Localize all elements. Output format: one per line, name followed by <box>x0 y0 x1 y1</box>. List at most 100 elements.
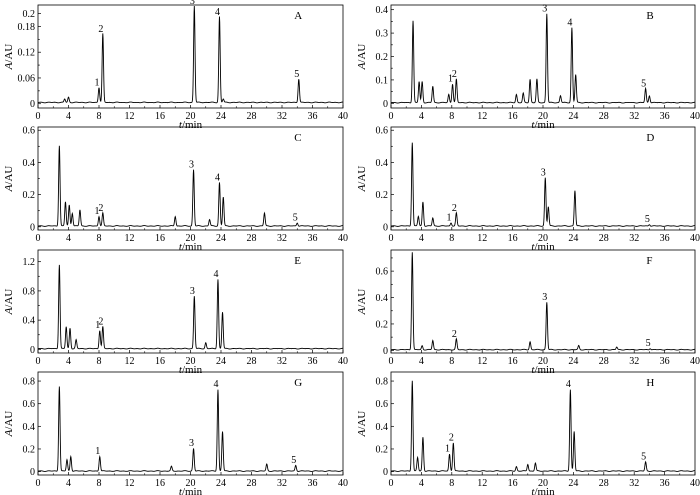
x-tick-label: 24 <box>216 233 226 244</box>
peak-label: 2 <box>452 203 457 214</box>
peak-label: 4 <box>213 379 218 390</box>
y-axis-label: A/AU <box>3 166 15 193</box>
x-tick-label: 12 <box>125 478 135 489</box>
x-tick-label: 40 <box>338 478 348 489</box>
y-tick-label: 0.4 <box>376 422 389 433</box>
x-tick-label: 12 <box>125 111 135 122</box>
x-axis-label: t/min <box>531 119 555 131</box>
x-tick-label: 8 <box>97 478 102 489</box>
x-tick-label: 16 <box>508 356 518 367</box>
x-tick-label: 36 <box>660 356 670 367</box>
x-tick-label: 0 <box>389 111 394 122</box>
peak-label: 1 <box>448 74 453 85</box>
y-tick-label: 0.18 <box>18 22 36 33</box>
y-tick-label: 0 <box>383 99 388 110</box>
x-tick-label: 20 <box>538 478 548 489</box>
x-tick-label: 0 <box>36 356 41 367</box>
y-tick-label: 0.1 <box>376 75 389 86</box>
x-tick-label: 12 <box>125 356 135 367</box>
x-tick-label: 24 <box>216 478 226 489</box>
y-tick-label: 0.2 <box>376 444 389 455</box>
panel-title: D <box>646 132 654 144</box>
y-tick-label: 0 <box>30 345 35 356</box>
y-tick-label: 0.2 <box>376 190 389 201</box>
x-tick-label: 12 <box>477 356 487 367</box>
y-axis-label: A/AU <box>356 289 368 316</box>
x-tick-label: 16 <box>155 478 165 489</box>
chromatogram-trace <box>390 252 695 351</box>
x-tick-label: 28 <box>247 111 257 122</box>
x-tick-label: 28 <box>247 233 257 244</box>
x-tick-label: 20 <box>186 233 196 244</box>
x-tick-label: 8 <box>449 233 454 244</box>
x-tick-label: 16 <box>508 111 518 122</box>
x-tick-label: 24 <box>568 478 578 489</box>
x-tick-label: 24 <box>568 356 578 367</box>
y-axis-label: A/AU <box>3 289 15 316</box>
x-tick-label: 28 <box>247 478 257 489</box>
x-tick-label: 8 <box>97 111 102 122</box>
y-tick-label: 1.2 <box>23 257 36 268</box>
x-tick-label: 36 <box>660 111 670 122</box>
y-axis-label: A/AU <box>356 44 368 71</box>
chromatogram-trace <box>38 5 343 104</box>
x-tick-label: 20 <box>186 356 196 367</box>
y-tick-label: 0.06 <box>18 73 36 84</box>
x-tick-label: 8 <box>449 356 454 367</box>
y-tick-label: 0.4 <box>23 422 36 433</box>
x-tick-label: 12 <box>477 111 487 122</box>
peak-label: 1 <box>447 213 452 224</box>
y-tick-label: 0.2 <box>376 52 389 63</box>
x-tick-label: 24 <box>568 233 578 244</box>
x-tick-label: 32 <box>629 478 639 489</box>
x-tick-label: 32 <box>629 233 639 244</box>
y-tick-label: 0.6 <box>23 399 36 410</box>
x-tick-label: 36 <box>660 478 670 489</box>
x-tick-label: 36 <box>308 478 318 489</box>
x-tick-label: 12 <box>477 478 487 489</box>
x-tick-label: 28 <box>599 478 609 489</box>
x-tick-label: 32 <box>629 111 639 122</box>
x-axis-label: t/min <box>531 486 555 495</box>
peak-label: 1 <box>445 444 450 455</box>
x-tick-label: 0 <box>389 478 394 489</box>
peak-label: 4 <box>215 172 220 183</box>
peak-label: 3 <box>541 168 546 179</box>
panel-title: C <box>294 132 301 144</box>
peak-label: 2 <box>98 203 103 214</box>
x-tick-label: 32 <box>277 478 287 489</box>
x-tick-label: 16 <box>508 478 518 489</box>
x-tick-label: 8 <box>97 233 102 244</box>
chart-panel-B: 0 4 8 12 16 20 24 28 32 36 4000.10.20.30.4t/minA/A… <box>356 3 700 131</box>
x-tick-label: 8 <box>449 478 454 489</box>
x-tick-label: 4 <box>66 356 71 367</box>
y-tick-label: 0.12 <box>18 48 36 59</box>
x-tick-label: 8 <box>97 356 102 367</box>
chromatogram-trace <box>37 264 343 350</box>
x-tick-label: 36 <box>308 233 318 244</box>
chart-panel-H: 0 4 8 12 16 20 24 28 32 36 4000.20.40.60.8t/minA/A… <box>356 371 700 495</box>
x-tick-label: 20 <box>538 233 548 244</box>
x-tick-label: 0 <box>36 478 41 489</box>
x-tick-label: 4 <box>66 111 71 122</box>
chart-panel-D: 0 4 8 12 16 20 24 28 32 36 4000.20.40.6t/minA/AUD1… <box>356 126 700 253</box>
chromatogram-trace <box>390 142 695 227</box>
x-tick-label: 16 <box>155 111 165 122</box>
x-tick-label: 20 <box>538 356 548 367</box>
y-tick-label: 0.6 <box>23 126 36 137</box>
x-tick-label: 40 <box>690 356 700 367</box>
x-tick-label: 20 <box>186 111 196 122</box>
x-tick-label: 36 <box>308 356 318 367</box>
x-tick-label: 28 <box>599 356 609 367</box>
chart-panel-F: 0 4 8 12 16 20 24 28 32 36 40 0 0.2 0.4 0.6 t/min A/AU F 2… <box>356 249 700 376</box>
x-tick-label: 28 <box>599 233 609 244</box>
x-tick-label: 16 <box>155 356 165 367</box>
y-tick-label: 0.4 <box>23 158 36 169</box>
chart-panel-G: 0 4 8 12 16 20 24 28 32 36 40 0 0.2 0.4 0.6 0.8 t/min A/A… <box>3 371 348 495</box>
y-tick-label: 0 <box>383 467 388 478</box>
y-tick-label: 0.2 <box>23 444 36 455</box>
x-tick-label: 12 <box>125 233 135 244</box>
y-tick-label: 0.2 <box>376 319 389 330</box>
x-tick-label: 40 <box>690 233 700 244</box>
